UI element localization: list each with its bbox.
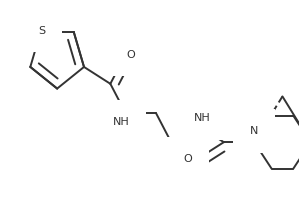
Text: S: S [38,26,45,36]
Text: O: O [127,50,135,60]
Text: N: N [250,126,258,136]
Text: O: O [183,154,192,164]
Text: NH: NH [194,113,210,123]
Text: NH: NH [113,117,130,127]
